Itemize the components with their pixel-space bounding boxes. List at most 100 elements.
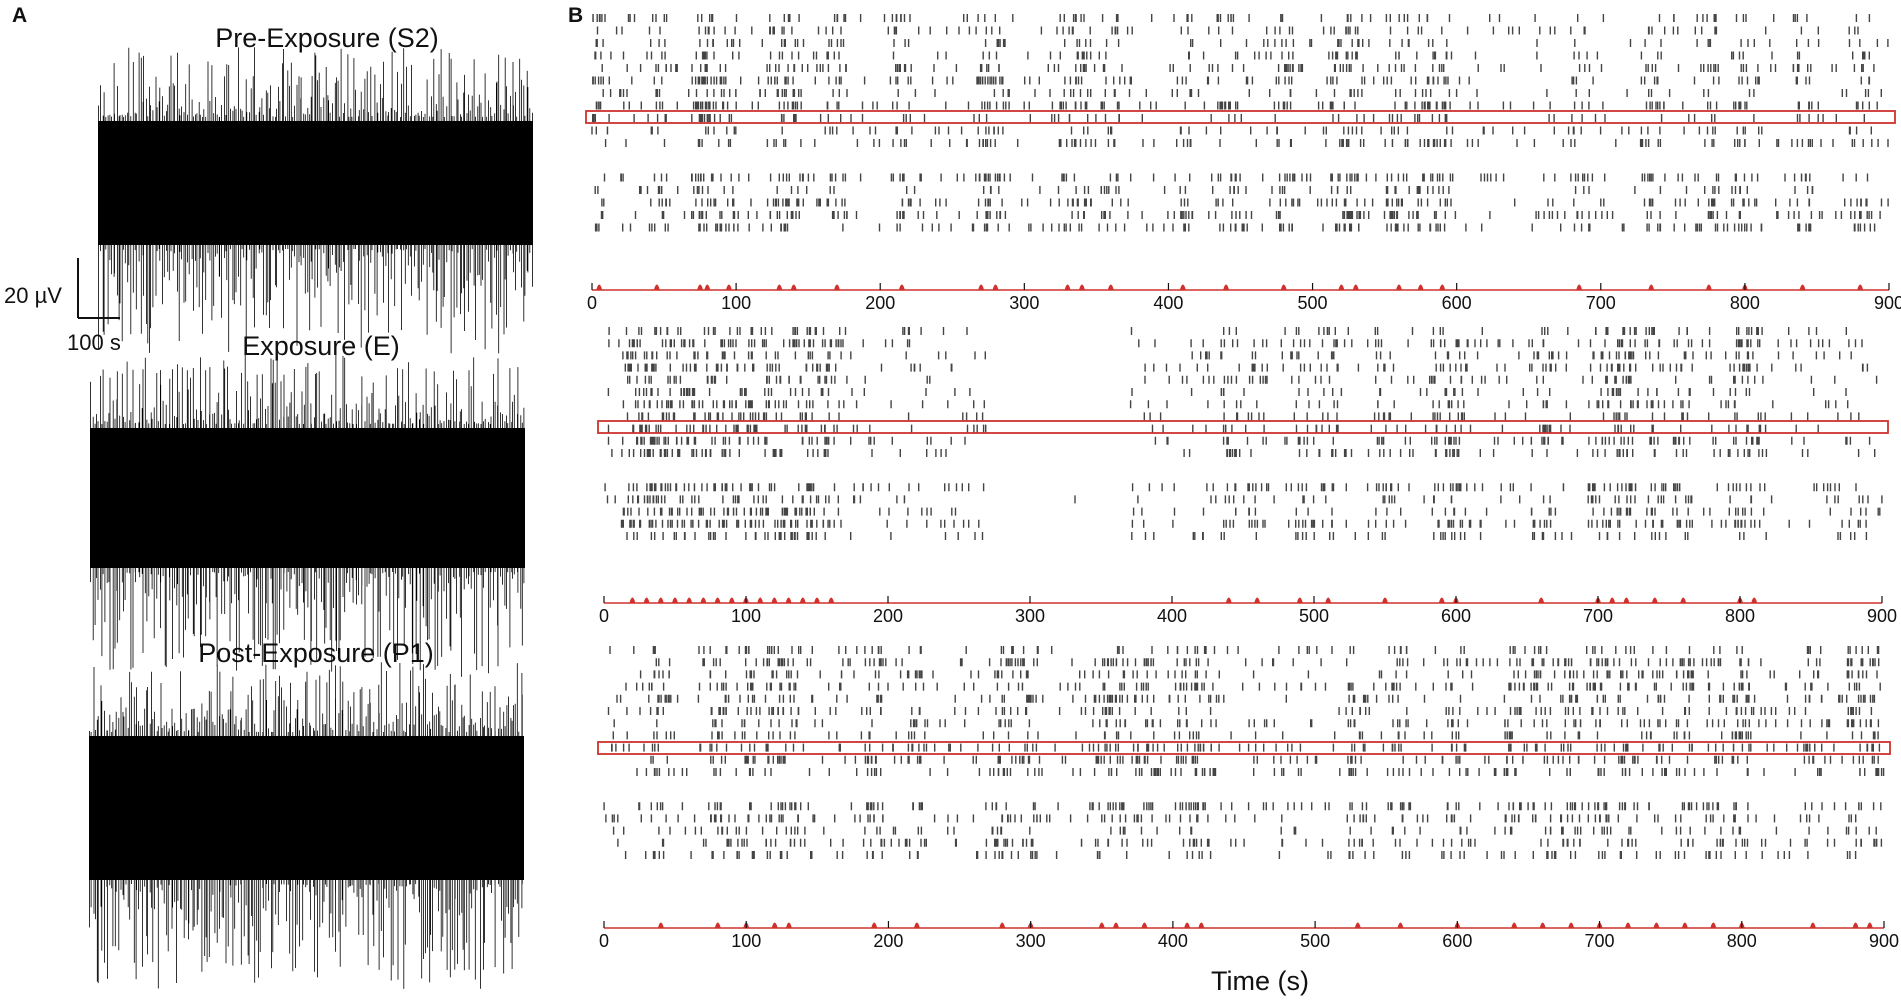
x-tick-label: 700 <box>1586 293 1616 313</box>
network-burst <box>686 597 693 603</box>
network-burst <box>725 284 732 290</box>
scale-bar: 20 µV 100 s <box>4 258 121 355</box>
x-tick-label: 600 <box>1441 606 1471 626</box>
network-burst <box>776 284 783 290</box>
raster-exposure: 0 100 200 300 400 500 600 700 800 900 <box>597 327 1897 626</box>
x-tick-label: 100 <box>721 293 751 313</box>
network-burst <box>871 922 878 928</box>
network-burst <box>1107 284 1114 290</box>
network-burst <box>1223 284 1230 290</box>
network-burst <box>714 597 721 603</box>
raster-spikes <box>591 14 1889 232</box>
network-burst <box>1438 597 1445 603</box>
network-burst <box>657 597 664 603</box>
x-tick-label: 0 <box>599 606 609 626</box>
network-burst <box>1705 284 1712 290</box>
x-tick-label: 500 <box>1300 931 1330 951</box>
network-burst <box>992 284 999 290</box>
network-burst <box>1866 922 1873 928</box>
panel-a-label: A <box>12 4 27 27</box>
network-burst <box>1064 284 1071 290</box>
highlight-row <box>597 420 1889 434</box>
network-burst <box>1198 922 1205 928</box>
network-burst <box>1325 597 1332 603</box>
network-burst <box>757 597 764 603</box>
network-burst <box>1354 922 1361 928</box>
network-burst <box>1184 922 1191 928</box>
x-axis-label: Time (s) <box>1211 966 1309 996</box>
network-burst <box>1511 922 1518 928</box>
x-tick-label: 300 <box>1015 606 1045 626</box>
panel-b-label: B <box>568 4 583 27</box>
network-burst <box>672 597 678 603</box>
network-burst <box>714 922 721 928</box>
network-burst <box>657 922 664 928</box>
network-burst <box>1382 597 1388 603</box>
network-burst <box>1098 922 1105 928</box>
scale-bar-time: 100 s <box>67 330 121 355</box>
network-burst <box>700 597 707 603</box>
network-burst <box>1254 597 1261 603</box>
x-tick-label: 700 <box>1585 931 1615 951</box>
x-tick-label: 0 <box>587 293 597 313</box>
voltage-trace-exposure <box>90 354 525 677</box>
network-burst <box>1625 922 1631 928</box>
network-burst <box>799 597 806 603</box>
network-burst <box>704 284 711 290</box>
network-burst <box>1113 922 1119 928</box>
x-tick-label: 800 <box>1730 293 1760 313</box>
x-tick-label: 800 <box>1727 931 1757 951</box>
raster-spikes <box>604 327 1883 540</box>
network-burst <box>1809 922 1816 928</box>
x-tick-label: 100 <box>731 606 761 626</box>
trace-spikes <box>90 354 525 677</box>
network-burst <box>653 284 660 290</box>
network-burst <box>913 922 920 928</box>
x-tick-label: 300 <box>1016 931 1046 951</box>
network-burst <box>771 922 778 928</box>
highlight-row <box>597 741 1891 755</box>
raster-spikes <box>603 646 1885 859</box>
x-tick-label: 600 <box>1442 931 1472 951</box>
network-burst <box>1751 597 1758 603</box>
x-tick-label: 900 <box>1874 293 1901 313</box>
network-burst <box>1296 597 1303 603</box>
network-burst <box>728 597 735 603</box>
network-burst <box>828 597 835 603</box>
x-tick-label: 800 <box>1725 606 1755 626</box>
network-burst <box>1417 284 1424 290</box>
network-burst <box>1653 922 1660 928</box>
trace-spikes <box>98 47 533 354</box>
network-burst <box>1857 284 1864 290</box>
network-burst <box>1397 922 1404 928</box>
x-tick-label: 400 <box>1158 931 1188 951</box>
network-burst <box>978 284 985 290</box>
network-burst <box>1396 284 1403 290</box>
network-burst <box>1680 597 1687 603</box>
network-burst <box>1225 597 1232 603</box>
x-tick-label: 400 <box>1153 293 1183 313</box>
network-burst <box>1710 922 1717 928</box>
network-burst <box>785 597 792 603</box>
network-burst <box>1852 922 1859 928</box>
voltage-trace-post <box>89 662 524 989</box>
network-burst <box>1576 284 1583 290</box>
scale-bar-amplitude: 20 µV <box>4 283 62 308</box>
network-burst <box>1539 922 1546 928</box>
network-burst <box>629 597 636 603</box>
network-burst <box>1623 597 1630 603</box>
x-tick-label: 700 <box>1583 606 1613 626</box>
network-burst <box>1352 284 1359 290</box>
network-burst <box>1609 597 1616 603</box>
network-burst <box>790 284 797 290</box>
x-tick-label: 500 <box>1298 293 1328 313</box>
x-tick-label: 200 <box>873 606 903 626</box>
network-burst <box>771 597 778 603</box>
x-tick-label: 400 <box>1157 606 1187 626</box>
network-burst <box>833 284 840 290</box>
network-burst <box>1681 922 1688 928</box>
x-tick-label: 600 <box>1442 293 1472 313</box>
network-burst <box>1439 284 1446 290</box>
trace-group <box>89 47 533 989</box>
